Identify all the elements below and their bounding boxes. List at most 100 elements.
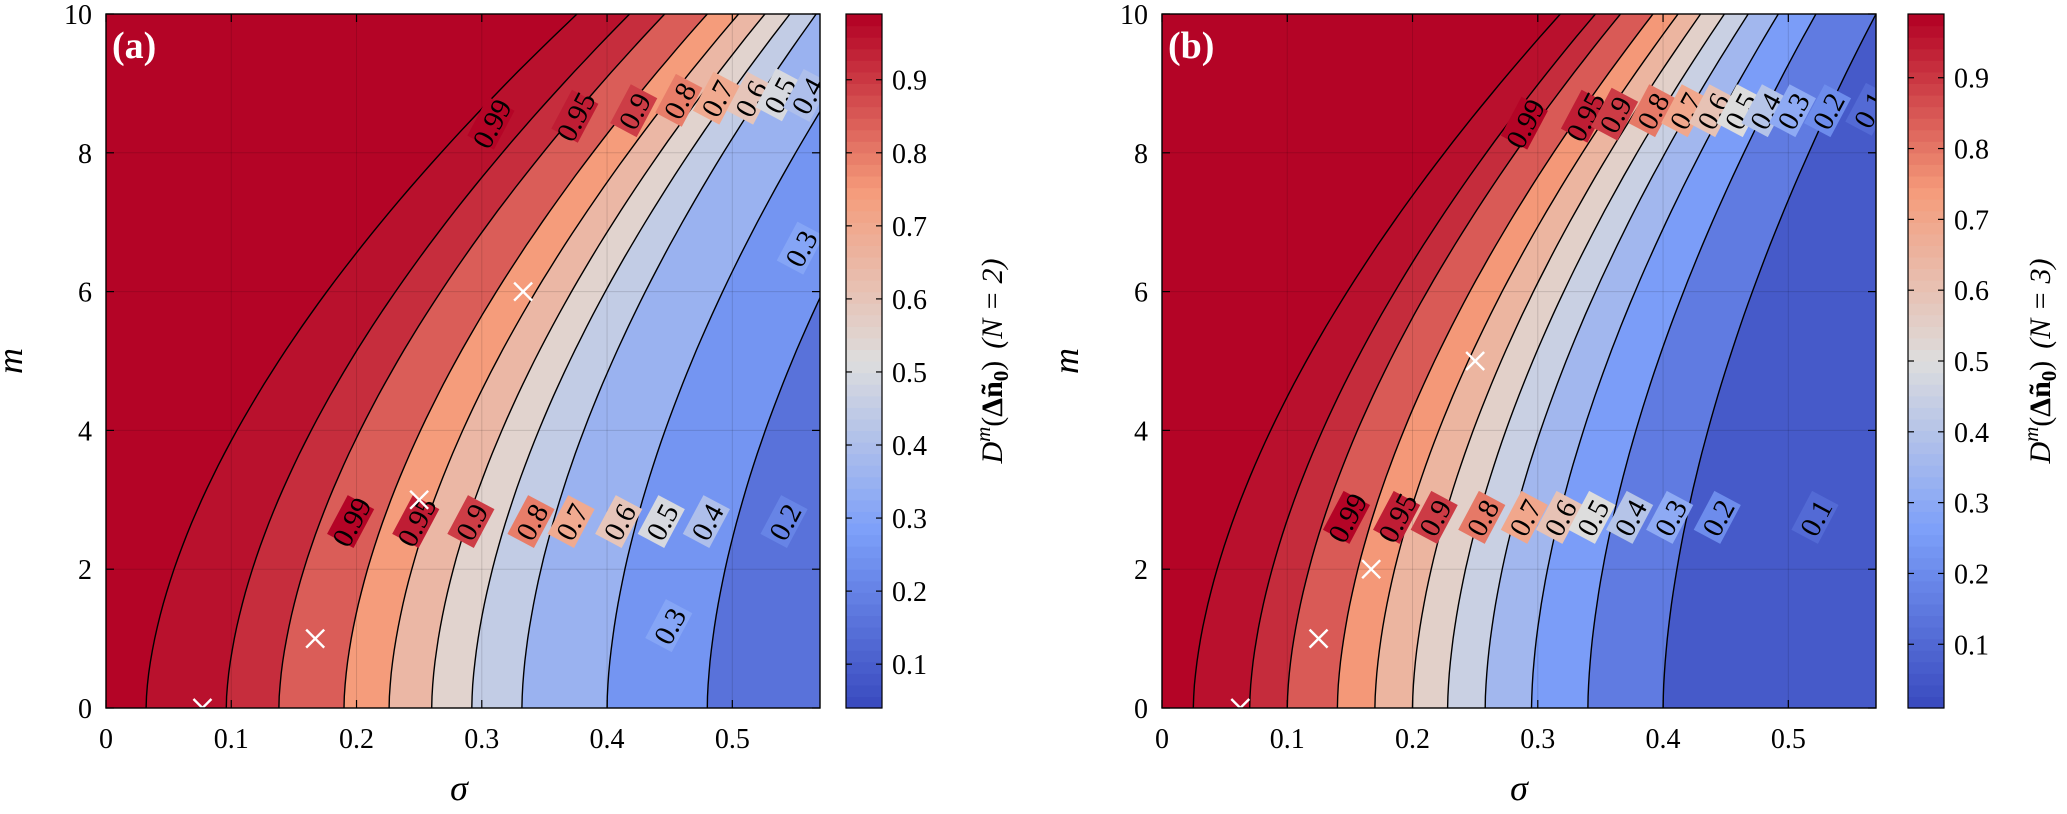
contour-line [1411,14,1702,708]
y-tick-label: 10 [1120,0,1148,31]
colorbar-swatch [846,673,882,686]
contour-label-bg [1410,490,1458,544]
contour-line [343,14,708,708]
x-tick-label: 0.2 [1395,724,1430,755]
colorbar-swatch [846,557,882,570]
colorbar-swatch [846,580,882,593]
colorbar-swatch [846,638,882,651]
colorbar-swatch [846,534,882,547]
y-tick-label: 0 [1134,694,1148,725]
colorbar-swatch [846,152,882,165]
colorbar-swatch [1908,60,1944,73]
colorbar-swatch [846,37,882,50]
contour-label-bg [1741,84,1789,138]
colorbar-tick-label: 0.2 [892,577,927,608]
colorbar-tick-label: 0.7 [1954,205,1989,236]
colorbar-swatch [846,337,882,351]
colorbar-swatch [1908,407,1944,420]
colorbar-swatch [1908,453,1944,466]
x-tick-label: 0 [1155,724,1169,755]
colorbar-tick-label: 0.2 [1954,559,1989,590]
colorbar-swatch [1908,361,1944,374]
colorbar-swatch [1908,280,1944,293]
colorbar-swatch [846,361,882,374]
colorbar-swatch [1908,569,1944,582]
colorbar-swatch [846,441,882,455]
colorbar-swatch [846,25,882,38]
colorbar-swatch [846,199,882,212]
colorbar-swatch [846,187,882,200]
contour-label-bg [447,495,495,549]
colorbar-swatch [1908,129,1944,142]
colorbar-swatch [1908,465,1944,478]
colorbar-swatch [1908,118,1944,131]
colorbar-tick-label: 0.8 [1954,135,1989,166]
colorbar-swatch [846,268,882,281]
colorbar-swatch [1908,684,1944,698]
colorbar-frame [845,13,883,709]
contour-label-bg [1661,84,1709,138]
colorbar-swatch [1908,25,1944,38]
colorbar-swatch [1908,511,1944,524]
colorbar-swatch [1908,199,1944,212]
colorbar-b: 0.1 0.2 0.3 0.4 0.5 0.6 0.7 0.8 0.9 [1907,13,1989,709]
contour-line [471,14,791,708]
colorbar-swatch [846,94,882,108]
colorbar-swatch [1908,222,1944,235]
contour-label-bg [692,71,740,125]
colorbar-swatch [846,569,882,582]
y-tick-label: 0 [78,694,92,725]
marker-x [192,698,213,708]
y-tick-label: 6 [78,278,92,309]
colorbar-label-a: Dm(Δñ0)(N = 2) [971,258,1013,464]
colorbar-swatch [846,210,882,223]
colorbar-tick-label: 0.6 [1954,276,1989,307]
colorbar-swatch [1908,627,1944,640]
colorbar-swatch [846,430,882,443]
contour-label-bg [1688,84,1736,138]
colorbar-swatch [1908,349,1944,362]
plot-area-b: 0.99 0.950.90.80.70.60.50.40.30.20.10.990… [1162,14,1876,708]
contour-line [145,14,578,708]
colorbar-swatch [1908,395,1944,408]
contour-label-bg [1560,89,1609,143]
panel-a: 0.99 0.95 0.9 0.80.70.60.50.40.30.99 0.95 0.9… [0,0,1013,808]
contour-label-bg [1535,490,1584,544]
contour-label-bg [783,68,820,122]
colorbar-swatch [846,522,882,536]
colorbar-swatch [846,627,882,640]
x-axis-a: 0 0.1 0.2 0.3 0.4 0.5 [99,14,750,755]
panel-b: 0.99 0.950.90.80.70.60.50.40.30.20.10.990… [1046,0,2061,808]
colorbar-swatch [846,291,882,304]
colorbar-swatch [1908,522,1944,536]
contour-label-bg [755,68,803,122]
colorbar-swatch [846,83,882,96]
contour-label-bg [551,89,599,143]
panel-tag-b: (b) [1168,25,1214,67]
contour-label-bg [1500,490,1548,544]
colorbar-tick-label: 0.5 [1954,347,1989,378]
colorbar-swatch [1908,534,1944,547]
contour-label-bg [760,495,808,549]
colorbar-swatch [1908,175,1944,189]
colorbar-swatch [846,384,882,397]
contour-line [431,14,766,708]
colorbar-swatch [1908,499,1944,512]
colorbar-swatch [1908,48,1944,61]
marker-x [513,281,533,302]
x-axis-label-a: σ [450,768,469,808]
x-tick-label: 0.4 [590,724,625,755]
colorbar-tick-label: 0.5 [892,358,927,389]
y-axis-label-a: m [0,348,30,374]
colorbar-swatch [1908,384,1944,397]
contour-label-bg [1646,490,1694,544]
contour-label-bg [637,495,685,549]
contour-label-bg [726,71,774,125]
panel-tag-a: (a) [112,25,156,67]
x-tick-label: 0.5 [1771,724,1806,755]
colorbar-swatch [846,684,882,698]
colorbar-swatch [846,407,882,420]
colorbar-swatch [846,175,882,189]
contour-label-bg [645,599,693,653]
